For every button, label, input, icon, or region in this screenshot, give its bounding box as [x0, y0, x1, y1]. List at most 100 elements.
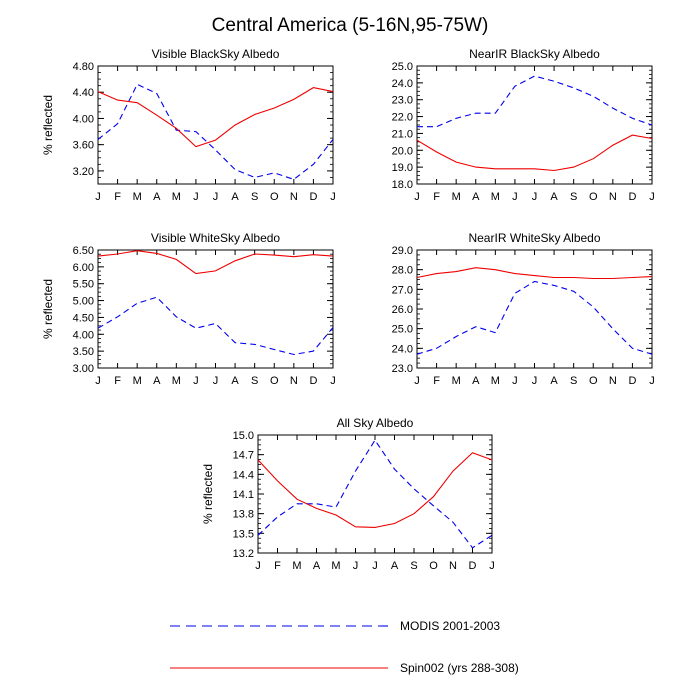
- x-tick-label: J: [532, 191, 538, 203]
- y-tick-label: 13.8: [233, 509, 254, 521]
- y-tick-label: 4.00: [73, 113, 94, 125]
- x-tick-label: J: [512, 375, 518, 387]
- y-tick-label: 21.0: [392, 128, 413, 140]
- x-tick-label: M: [172, 375, 181, 387]
- y-tick-label: 23.0: [392, 95, 413, 107]
- y-tick-label: 3.50: [73, 346, 94, 358]
- panel-title: All Sky Albedo: [337, 416, 414, 430]
- y-tick-label: 25.0: [392, 61, 413, 73]
- x-tick-label: A: [550, 191, 558, 203]
- x-tick-label: A: [313, 560, 321, 572]
- y-tick-label: 3.20: [73, 166, 94, 178]
- x-tick-label: J: [532, 375, 538, 387]
- series-line-spin002: [257, 452, 493, 528]
- y-tick-label: 25.0: [392, 324, 413, 336]
- panel-title: NearIR BlackSky Albedo: [469, 47, 600, 61]
- x-tick-label: S: [251, 375, 258, 387]
- y-tick-label: 26.0: [392, 304, 413, 316]
- x-tick-label: J: [255, 560, 261, 572]
- x-tick-label: J: [213, 375, 219, 387]
- y-tick-label: 4.40: [73, 87, 94, 99]
- x-tick-label: J: [95, 375, 101, 387]
- x-tick-label: F: [433, 191, 440, 203]
- x-tick-label: O: [589, 375, 598, 387]
- y-tick-label: 15.0: [233, 430, 254, 442]
- panel-title: Visible BlackSky Albedo: [152, 47, 280, 61]
- plot-frame: [416, 249, 653, 369]
- series-line-modis: [416, 280, 653, 355]
- x-tick-label: J: [649, 191, 655, 203]
- y-axis-label: % reflected: [41, 95, 55, 155]
- x-tick-label: A: [231, 375, 239, 387]
- x-tick-label: A: [391, 560, 399, 572]
- x-tick-label: A: [472, 375, 480, 387]
- y-tick-label: 24.0: [392, 343, 413, 355]
- x-tick-label: M: [292, 560, 301, 572]
- y-tick-label: 19.0: [392, 162, 413, 174]
- y-tick-label: 5.50: [73, 279, 94, 291]
- y-tick-label: 6.00: [73, 262, 94, 274]
- x-tick-label: J: [95, 191, 101, 203]
- y-tick-label: 29.0: [392, 245, 413, 257]
- y-tick-label: 14.1: [233, 489, 254, 501]
- x-tick-label: M: [172, 191, 181, 203]
- legend-label: MODIS 2001-2003: [400, 619, 500, 633]
- x-tick-label: A: [153, 375, 161, 387]
- x-tick-label: M: [133, 375, 142, 387]
- x-tick-label: S: [251, 191, 258, 203]
- x-tick-label: A: [231, 191, 239, 203]
- x-tick-label: M: [331, 560, 340, 572]
- panel-title: NearIR WhiteSky Albedo: [468, 231, 600, 245]
- x-tick-label: M: [491, 191, 500, 203]
- y-tick-label: 13.5: [233, 528, 254, 540]
- x-tick-label: M: [452, 191, 461, 203]
- series-line-spin002: [416, 134, 653, 172]
- y-tick-label: 18.0: [392, 179, 413, 191]
- x-tick-label: O: [270, 191, 279, 203]
- figure-title: Central America (5-16N,95-75W): [212, 15, 489, 36]
- series-line-modis: [417, 75, 653, 128]
- x-tick-label: M: [491, 375, 500, 387]
- y-tick-label: 27.0: [392, 284, 413, 296]
- y-tick-label: 13.2: [233, 548, 254, 560]
- x-tick-label: O: [589, 191, 598, 203]
- y-tick-label: 4.00: [73, 329, 94, 341]
- series-line-modis: [257, 439, 493, 549]
- x-tick-label: J: [414, 375, 420, 387]
- x-tick-label: S: [570, 375, 577, 387]
- x-tick-label: O: [429, 560, 438, 572]
- x-tick-label: F: [114, 191, 121, 203]
- y-tick-label: 3.60: [73, 140, 94, 152]
- x-tick-label: N: [609, 191, 617, 203]
- y-tick-label: 23.0: [392, 363, 413, 375]
- x-tick-label: F: [114, 375, 121, 387]
- y-tick-label: 14.4: [233, 469, 254, 481]
- x-tick-label: J: [213, 191, 219, 203]
- panel-title: Visible WhiteSky Albedo: [151, 231, 281, 245]
- x-tick-label: N: [290, 191, 298, 203]
- x-tick-label: A: [153, 191, 161, 203]
- y-tick-label: 22.0: [392, 112, 413, 124]
- x-tick-label: D: [309, 191, 317, 203]
- x-tick-label: D: [628, 191, 636, 203]
- series-line-spin002: [416, 267, 653, 280]
- x-tick-label: J: [512, 191, 518, 203]
- series-line-spin002: [97, 87, 334, 148]
- y-tick-label: 6.50: [73, 245, 94, 257]
- plot-frame: [97, 249, 334, 369]
- x-tick-label: J: [193, 191, 199, 203]
- x-tick-label: J: [489, 560, 495, 572]
- x-tick-label: A: [472, 191, 480, 203]
- x-tick-label: S: [410, 560, 417, 572]
- x-tick-label: M: [133, 191, 142, 203]
- x-tick-label: D: [309, 375, 317, 387]
- plot-frame: [416, 65, 653, 185]
- y-axis-label: % reflected: [201, 464, 215, 524]
- series-line-modis: [97, 296, 334, 356]
- x-tick-label: D: [469, 560, 477, 572]
